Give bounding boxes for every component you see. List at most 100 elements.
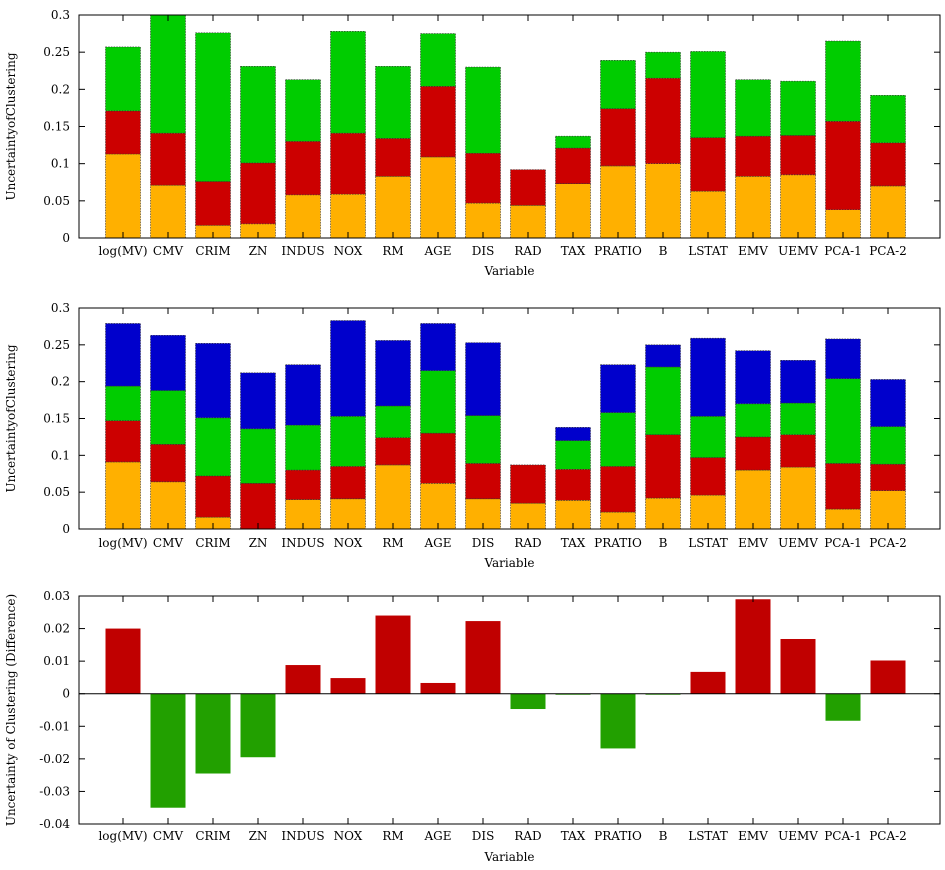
- bar-RM: [375, 615, 411, 694]
- bar-DIS-segment-2: [465, 152, 501, 204]
- bar-AGE-segment-1: [420, 156, 456, 239]
- bar-LSTAT: [690, 671, 726, 694]
- bar-EMV: [735, 599, 771, 694]
- bar-NOX-segment-2: [330, 132, 366, 195]
- x-tick-label: PCA-1: [824, 244, 862, 258]
- x-tick-label: PRATIO: [594, 244, 642, 258]
- x-tick-label: CRIM: [195, 829, 230, 843]
- bar-EMV-segment-1: [735, 176, 771, 239]
- y-axis-title: UncertaintyofClustering: [4, 344, 18, 492]
- x-tick-label: ZN: [249, 829, 268, 843]
- x-tick-label: log(MV): [98, 829, 147, 843]
- bar-DIS: [465, 621, 501, 694]
- y-tick-label: 0.05: [43, 485, 70, 499]
- bar-LSTAT-segment-2: [690, 137, 726, 192]
- x-tick-label: TAX: [561, 244, 586, 258]
- bar-CMV: [150, 693, 186, 808]
- bar-ZN-segment-4: [240, 372, 276, 430]
- bar-CMV-segment-1: [150, 184, 186, 239]
- x-axis-title: Variable: [483, 556, 534, 570]
- bar-LSTAT-segment-1: [690, 190, 726, 239]
- x-tick-label: DIS: [472, 536, 495, 550]
- x-tick-label: INDUS: [281, 244, 324, 258]
- bar-PCA-1-segment-3: [825, 40, 861, 122]
- x-tick-label: PCA-2: [869, 244, 907, 258]
- bar-PCA-1-segment-4: [825, 338, 861, 380]
- bar-log(MV)-segment-1: [105, 153, 141, 239]
- x-tick-label: RM: [382, 536, 403, 550]
- bar-B-segment-4: [645, 344, 681, 368]
- x-tick-label: UEMV: [778, 829, 818, 843]
- y-tick-label: 0.2: [51, 82, 70, 96]
- bar-PCA-1: [825, 693, 861, 721]
- bar-TAX-segment-2: [555, 147, 591, 185]
- bar-PCA-2-segment-1: [870, 490, 906, 530]
- bar-RM-segment-2: [375, 138, 411, 177]
- x-tick-label: AGE: [423, 244, 451, 258]
- bar-LSTAT-segment-2: [690, 457, 726, 496]
- bar-PRATIO-segment-3: [600, 60, 636, 109]
- bar-UEMV: [780, 638, 816, 694]
- y-tick-label: -0.04: [39, 817, 70, 831]
- x-tick-label: EMV: [738, 829, 768, 843]
- x-tick-label: PCA-1: [824, 829, 862, 843]
- y-tick-label: 0: [62, 522, 70, 536]
- bar-PCA-2-segment-2: [870, 142, 906, 187]
- x-tick-label: CRIM: [195, 244, 230, 258]
- y-axis-title: UncertaintyofClustering: [4, 52, 18, 200]
- bar-log(MV)-segment-3: [105, 385, 141, 422]
- bar-EMV-segment-2: [735, 436, 771, 471]
- bar-NOX-segment-4: [330, 320, 366, 417]
- bar-ZN-segment-2: [240, 162, 276, 225]
- x-tick-label: DIS: [472, 244, 495, 258]
- bar-RM-segment-1: [375, 176, 411, 239]
- bar-NOX-segment-3: [330, 31, 366, 134]
- bar-UEMV-segment-2: [780, 135, 816, 176]
- y-tick-label: 0.15: [43, 120, 70, 134]
- bar-PCA-2-segment-3: [870, 426, 906, 465]
- x-tick-label: RAD: [514, 536, 541, 550]
- x-tick-label: CMV: [153, 244, 183, 258]
- bar-NOX-segment-1: [330, 193, 366, 239]
- bar-log(MV)-segment-4: [105, 323, 141, 387]
- y-tick-label: 0: [62, 231, 70, 245]
- bar-CRIM-segment-3: [195, 417, 231, 477]
- bar-UEMV-segment-1: [780, 466, 816, 530]
- y-tick-label: -0.03: [39, 784, 70, 798]
- x-tick-label: PRATIO: [594, 536, 642, 550]
- bar-EMV-segment-3: [735, 79, 771, 137]
- x-tick-label: INDUS: [281, 536, 324, 550]
- bar-INDUS-segment-2: [285, 141, 321, 196]
- x-tick-label: PRATIO: [594, 829, 642, 843]
- bar-ZN-segment-2: [240, 483, 276, 530]
- bar-RAD-segment-2: [510, 169, 546, 206]
- bar-RM-segment-4: [375, 340, 411, 407]
- bar-CRIM-segment-4: [195, 343, 231, 419]
- y-tick-label: -0.01: [39, 719, 70, 733]
- bar-EMV-segment-2: [735, 135, 771, 177]
- bar-ZN-segment-3: [240, 428, 276, 484]
- x-tick-label: RAD: [514, 829, 541, 843]
- bar-PCA-1-segment-3: [825, 378, 861, 464]
- bar-RM-segment-2: [375, 437, 411, 466]
- bar-DIS-segment-4: [465, 342, 501, 416]
- bar-RAD: [510, 693, 546, 710]
- x-tick-label: CMV: [153, 536, 183, 550]
- bar-PCA-2-segment-2: [870, 463, 906, 491]
- x-tick-label: NOX: [334, 536, 363, 550]
- x-tick-label: B: [659, 244, 668, 258]
- y-axis-title: Uncertainty of Clustering (Difference): [4, 594, 18, 826]
- y-tick-label: -0.02: [39, 752, 70, 766]
- bar-B-segment-2: [645, 77, 681, 164]
- x-tick-label: UEMV: [778, 244, 818, 258]
- x-tick-label: log(MV): [98, 536, 147, 550]
- bar-PRATIO: [600, 693, 636, 749]
- bar-TAX-segment-1: [555, 183, 591, 239]
- bar-CRIM-segment-2: [195, 475, 231, 518]
- bar-AGE-segment-3: [420, 370, 456, 434]
- y-tick-label: 0: [62, 687, 70, 701]
- y-tick-label: 0.25: [43, 45, 70, 59]
- bar-PCA-2-segment-4: [870, 379, 906, 427]
- x-tick-label: LSTAT: [688, 536, 728, 550]
- x-tick-label: RM: [382, 829, 403, 843]
